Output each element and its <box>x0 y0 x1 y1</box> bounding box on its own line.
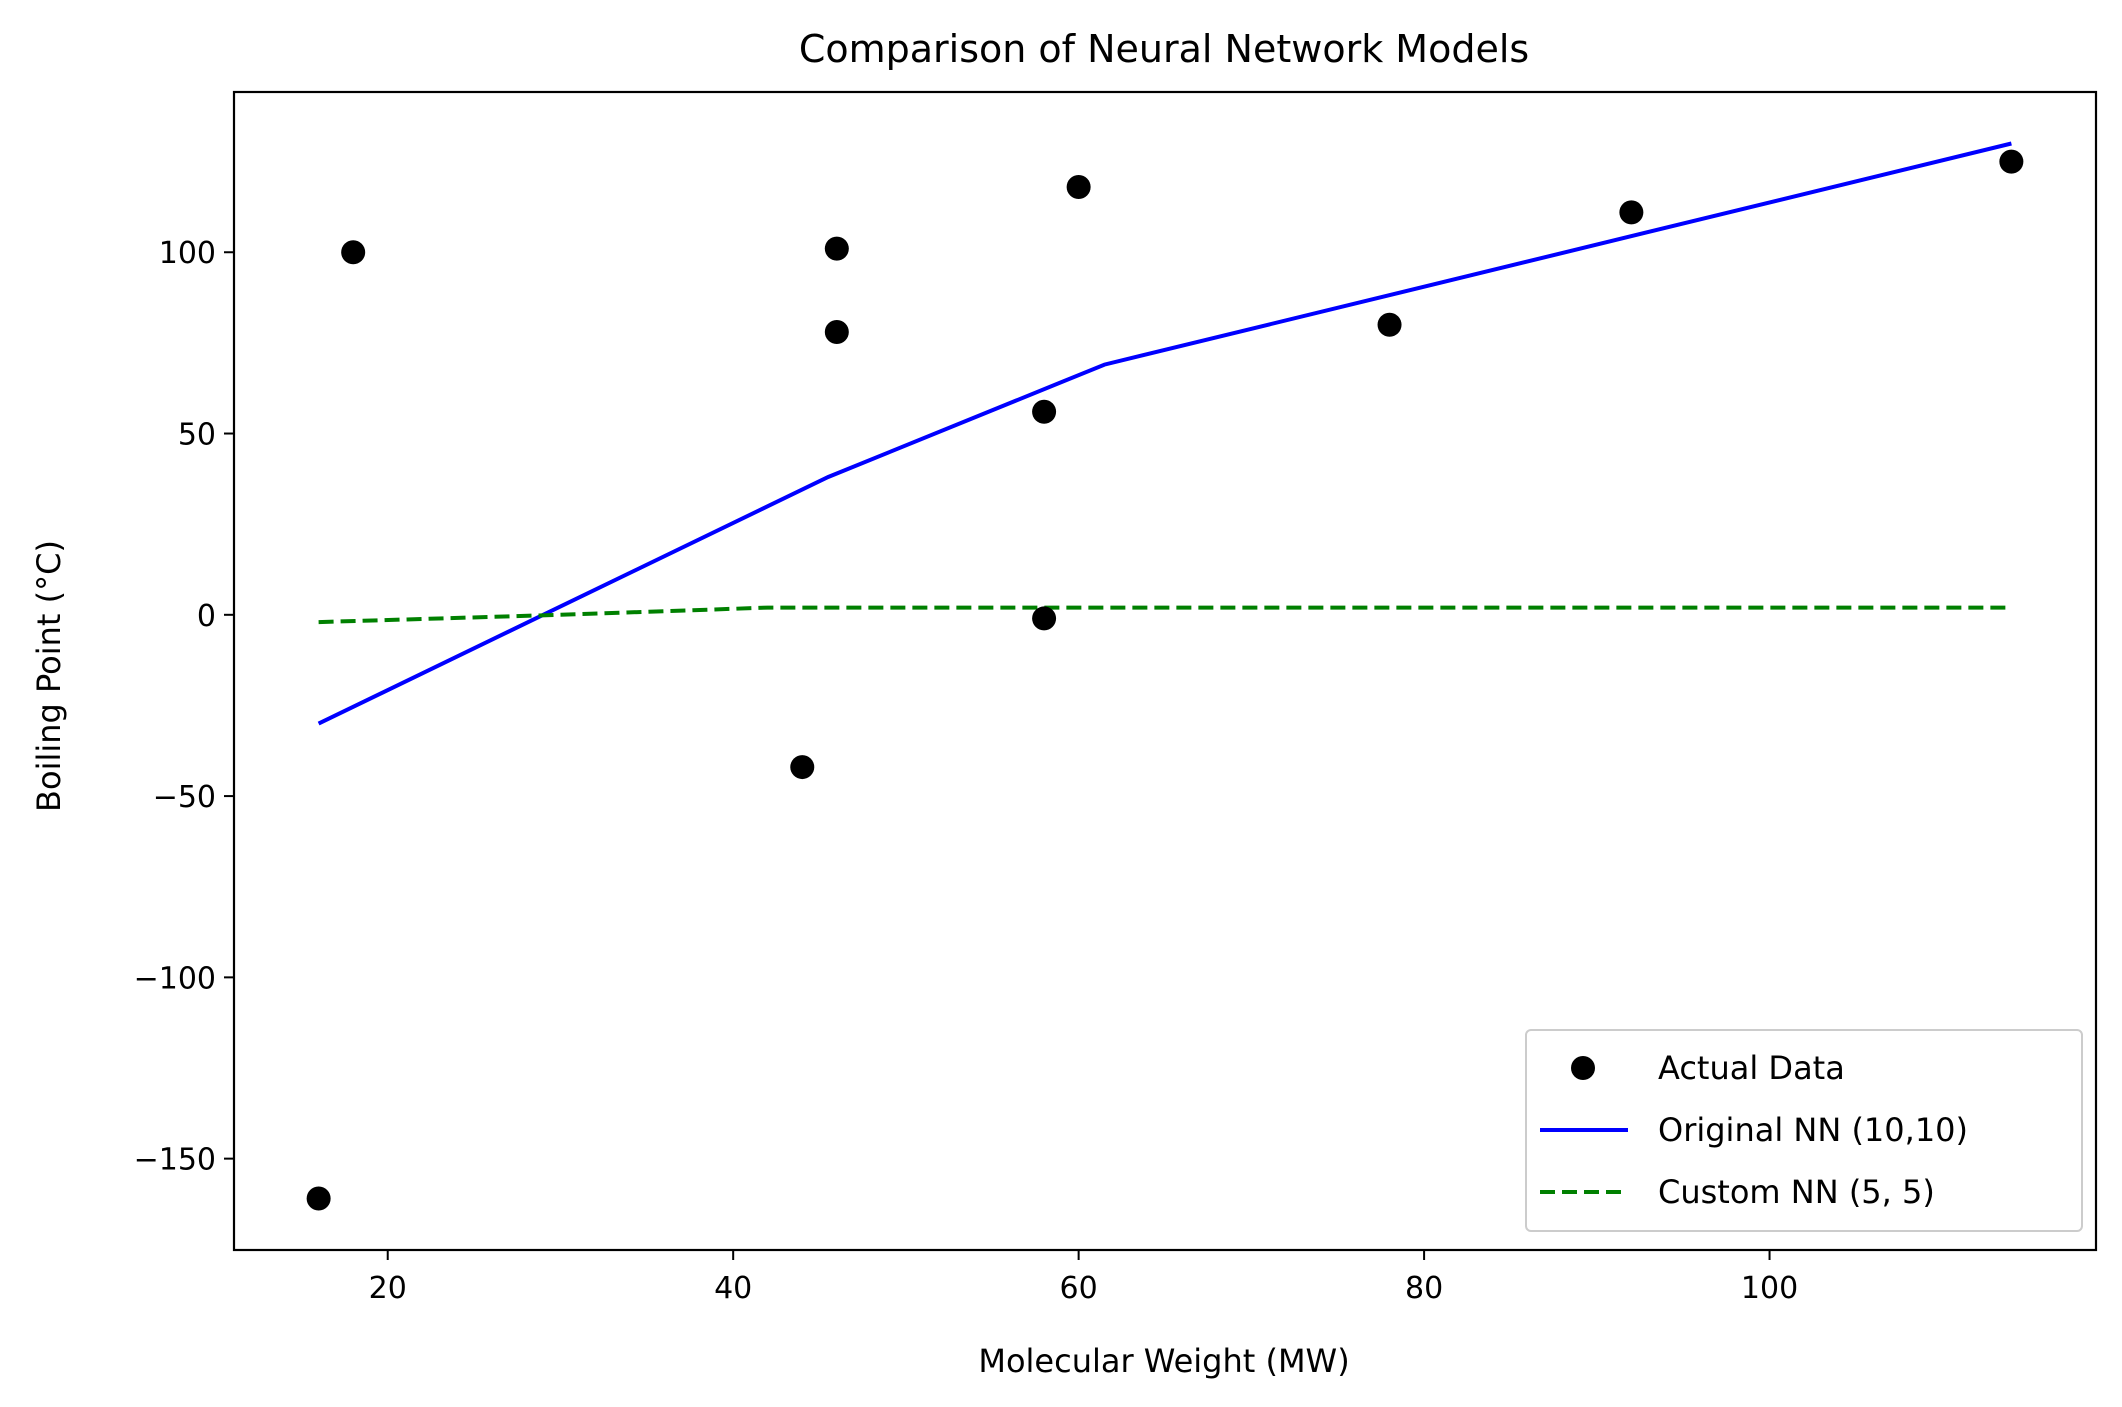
y-tick-label: −150 <box>134 1143 216 1178</box>
chart-title: Comparison of Neural Network Models <box>799 27 1529 71</box>
data-point <box>1999 149 2024 174</box>
data-point <box>824 320 849 345</box>
x-tick-label: 80 <box>1405 1271 1443 1306</box>
x-tick-label: 20 <box>369 1271 407 1306</box>
series-line-1 <box>317 141 2012 726</box>
y-tick-label: 50 <box>178 418 216 453</box>
axes: 20 40 60 80 100 −150 −100 −50 0 50 100 <box>134 90 2098 1306</box>
legend-label-1: Original NN (10,10) <box>1658 1111 1968 1149</box>
legend: Actual Data Original NN (10,10) Custom NN … <box>1525 1029 2083 1232</box>
legend-label-2: Custom NN (5, 5) <box>1658 1173 1935 1211</box>
x-tick-label: 60 <box>1060 1271 1098 1306</box>
data-point <box>1032 399 1057 424</box>
x-tick-label: 100 <box>1741 1271 1798 1306</box>
data-point <box>1066 174 1091 199</box>
y-tick-label: 100 <box>159 236 216 271</box>
data-point <box>790 755 815 780</box>
data-point <box>341 240 366 265</box>
data-point <box>1032 606 1057 631</box>
y-tick-label: −50 <box>153 780 216 815</box>
y-tick-label: 0 <box>197 599 216 634</box>
legend-label-0: Actual Data <box>1658 1049 1845 1087</box>
series-line-2 <box>318 605 2012 625</box>
y-tick-label: −100 <box>134 961 216 996</box>
data-point <box>1619 200 1644 225</box>
data-point <box>824 236 849 261</box>
plot-area <box>306 141 2024 1211</box>
data-point <box>306 1186 331 1211</box>
x-axis-label: Molecular Weight (MW) <box>978 1342 1349 1380</box>
axes-frame <box>232 90 2098 1252</box>
y-axis-label: Boiling Point (°C) <box>30 540 68 812</box>
data-point <box>1377 312 1402 337</box>
legend-box <box>1525 1029 2083 1232</box>
x-tick-label: 40 <box>714 1271 752 1306</box>
legend-marker-0 <box>1571 1056 1595 1080</box>
